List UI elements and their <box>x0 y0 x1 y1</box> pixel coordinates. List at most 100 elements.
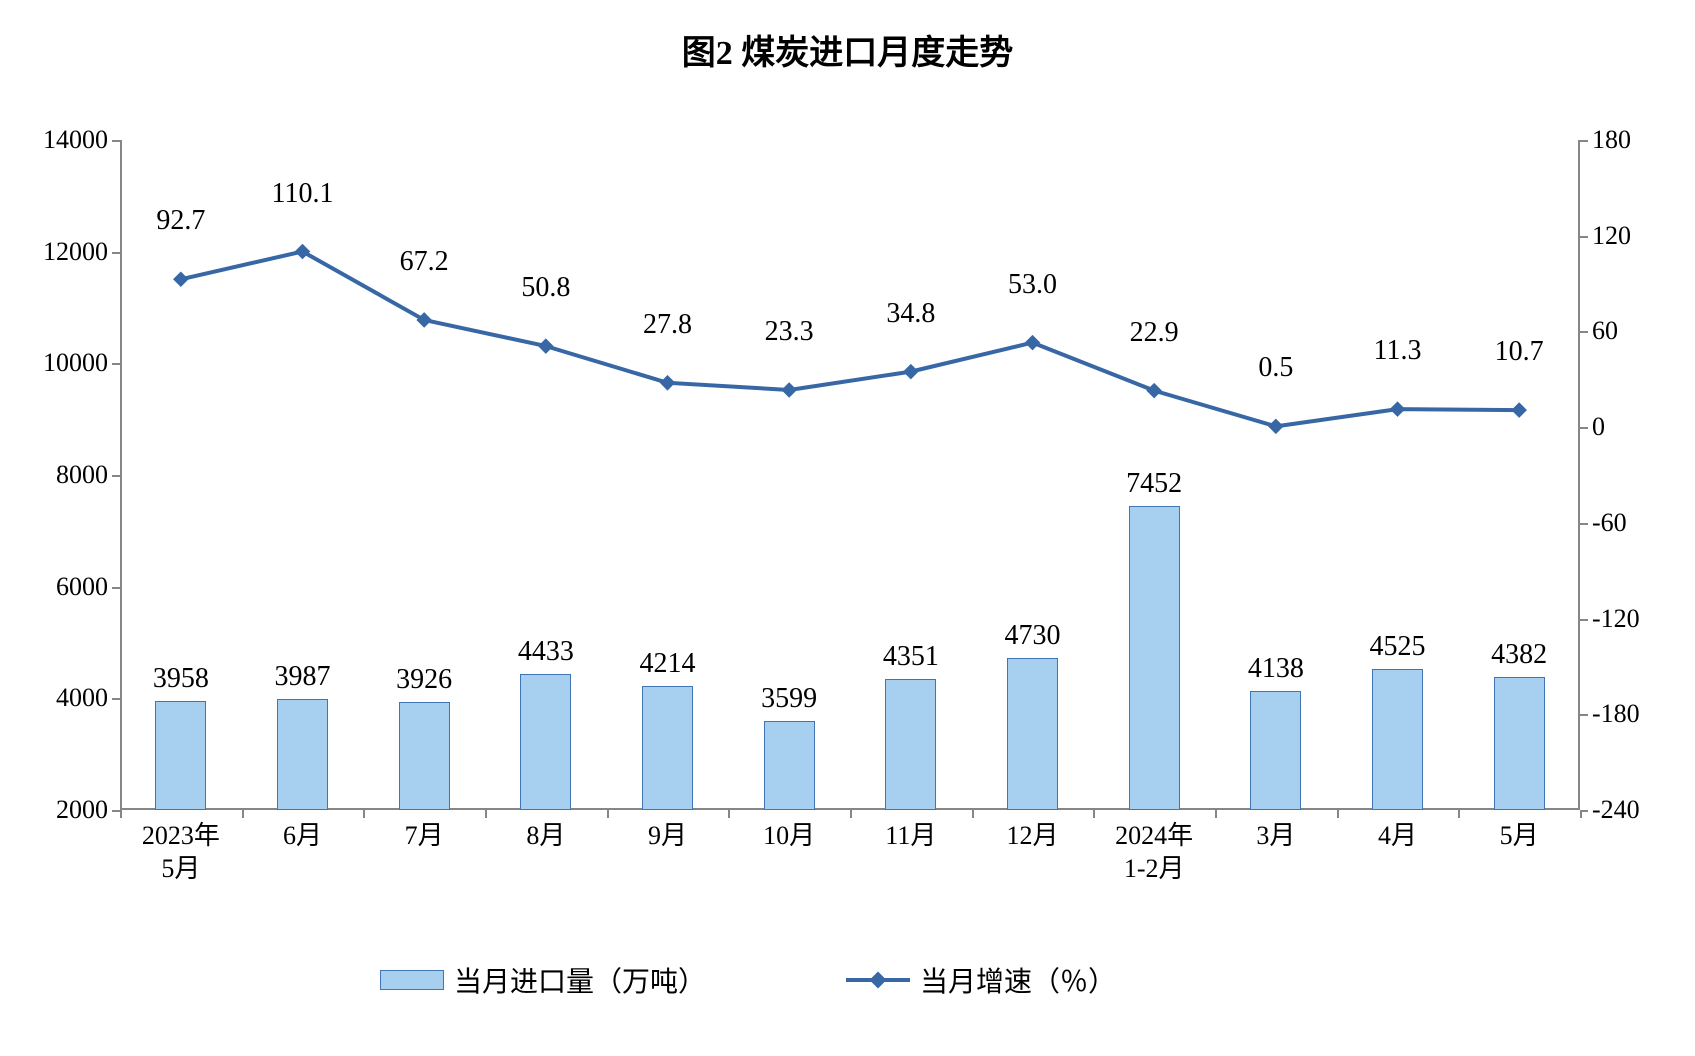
y-left-label: 4000 <box>56 683 108 713</box>
bar-value-label: 3926 <box>396 664 452 696</box>
bar <box>642 686 693 810</box>
y-left-tick <box>112 252 120 254</box>
x-tick <box>607 810 609 818</box>
y-right-label: -240 <box>1592 795 1640 825</box>
legend-bar-swatch <box>380 970 444 990</box>
bar <box>520 674 571 810</box>
y-right-tick <box>1580 427 1588 429</box>
bar-value-label: 3987 <box>275 661 331 693</box>
bar-value-label: 3599 <box>761 683 817 715</box>
line-value-label: 50.8 <box>521 272 570 304</box>
x-label: 5月 <box>1500 820 1539 853</box>
y-right-tick <box>1580 236 1588 238</box>
x-label: 10月 <box>763 820 815 853</box>
y-right-label: 0 <box>1592 412 1605 442</box>
x-tick <box>728 810 730 818</box>
bar <box>885 679 936 810</box>
line-value-label: 23.3 <box>765 316 814 348</box>
y-right-tick <box>1580 714 1588 716</box>
x-label: 12月 <box>1006 820 1058 853</box>
x-tick <box>1215 810 1217 818</box>
y-left-tick <box>112 475 120 477</box>
legend: 当月进口量（万吨） 当月增速（％） <box>380 960 1116 1000</box>
y-left-tick <box>112 587 120 589</box>
x-tick <box>485 810 487 818</box>
y-left-label: 8000 <box>56 460 108 490</box>
y-right-label: 180 <box>1592 125 1631 155</box>
x-tick <box>1458 810 1460 818</box>
line-value-label: 110.1 <box>272 178 334 210</box>
x-label: 9月 <box>648 820 687 853</box>
bar <box>1007 658 1058 810</box>
x-label: 8月 <box>526 820 565 853</box>
x-label: 11月 <box>885 820 936 853</box>
line-value-label: 11.3 <box>1374 335 1422 367</box>
x-tick <box>242 810 244 818</box>
line-value-label: 92.7 <box>156 205 205 237</box>
x-tick <box>363 810 365 818</box>
chart-title: 图2 煤炭进口月度走势 <box>0 25 1695 74</box>
legend-line-label: 当月增速（％） <box>920 960 1116 1000</box>
x-tick <box>972 810 974 818</box>
bar <box>277 699 328 810</box>
legend-item-bar: 当月进口量（万吨） <box>380 960 706 1000</box>
line-value-label: 0.5 <box>1258 352 1293 384</box>
y-right-label: 60 <box>1592 316 1618 346</box>
y-left-tick <box>112 140 120 142</box>
bar-value-label: 4138 <box>1248 653 1304 685</box>
legend-item-line: 当月增速（％） <box>846 960 1116 1000</box>
bar <box>764 721 815 810</box>
chart-container: 图2 煤炭进口月度走势 2000400060008000100001200014… <box>0 0 1695 1056</box>
y-right-label: -60 <box>1592 508 1627 538</box>
bar <box>1129 506 1180 810</box>
x-label: 3月 <box>1256 820 1295 853</box>
y-right-label: 120 <box>1592 221 1631 251</box>
y-right-tick <box>1580 331 1588 333</box>
y-left-label: 12000 <box>43 237 108 267</box>
bar <box>1250 691 1301 810</box>
x-tick <box>120 810 122 818</box>
line-value-label: 10.7 <box>1495 336 1544 368</box>
bar-value-label: 7452 <box>1126 468 1182 500</box>
y-left-tick <box>112 810 120 812</box>
line-value-label: 34.8 <box>886 298 935 330</box>
x-tick <box>1580 810 1582 818</box>
x-label: 6月 <box>283 820 322 853</box>
y-left-tick <box>112 363 120 365</box>
x-tick <box>850 810 852 818</box>
x-label: 4月 <box>1378 820 1417 853</box>
y-right-label: -120 <box>1592 604 1640 634</box>
y-right-tick <box>1580 140 1588 142</box>
legend-line-swatch <box>846 970 910 990</box>
line-value-label: 22.9 <box>1130 317 1179 349</box>
y-right-tick <box>1580 619 1588 621</box>
bar <box>1494 677 1545 810</box>
x-label: 2023年 5月 <box>142 820 220 885</box>
legend-bar-label: 当月进口量（万吨） <box>454 960 706 1000</box>
line-value-label: 67.2 <box>400 246 449 278</box>
bar-value-label: 4382 <box>1491 639 1547 671</box>
bar-value-label: 4351 <box>883 641 939 673</box>
bar <box>1372 669 1423 810</box>
x-tick <box>1093 810 1095 818</box>
x-label: 7月 <box>405 820 444 853</box>
y-left-label: 14000 <box>43 125 108 155</box>
bar-value-label: 3958 <box>153 663 209 695</box>
bar <box>399 702 450 810</box>
x-tick <box>1337 810 1339 818</box>
bar <box>155 701 206 810</box>
bar-value-label: 4433 <box>518 636 574 668</box>
bar-value-label: 4525 <box>1370 631 1426 663</box>
bar-value-label: 4214 <box>640 648 696 680</box>
x-label: 2024年 1-2月 <box>1115 820 1193 885</box>
y-right-label: -180 <box>1592 699 1640 729</box>
y-right-tick <box>1580 523 1588 525</box>
line-value-label: 53.0 <box>1008 269 1057 301</box>
y-left-tick <box>112 698 120 700</box>
y-left-label: 2000 <box>56 795 108 825</box>
bar-value-label: 4730 <box>1005 620 1061 652</box>
plot-area: 2000400060008000100001200014000-240-180-… <box>120 140 1580 810</box>
y-left-label: 6000 <box>56 572 108 602</box>
line-value-label: 27.8 <box>643 309 692 341</box>
y-left-label: 10000 <box>43 348 108 378</box>
